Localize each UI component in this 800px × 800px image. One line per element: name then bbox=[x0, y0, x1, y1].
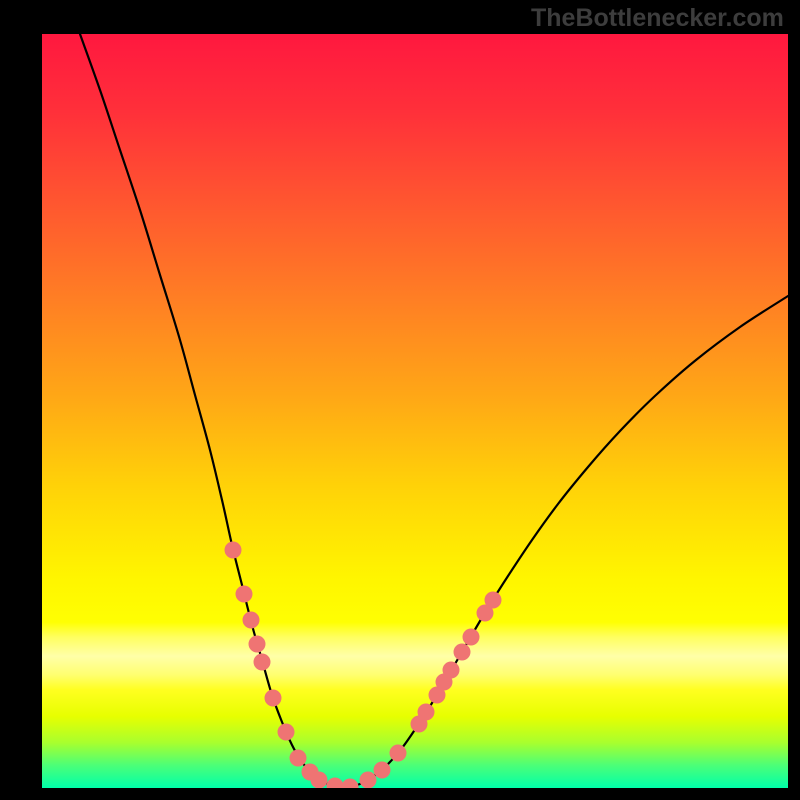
data-marker bbox=[311, 772, 328, 789]
data-marker bbox=[485, 592, 502, 609]
outer-frame: TheBottlenecker.com bbox=[0, 0, 800, 800]
data-marker bbox=[278, 724, 295, 741]
data-marker bbox=[327, 778, 344, 795]
watermark-text: TheBottlenecker.com bbox=[531, 4, 784, 33]
data-marker bbox=[236, 586, 253, 603]
data-marker bbox=[265, 690, 282, 707]
data-marker bbox=[360, 772, 377, 789]
data-marker bbox=[225, 542, 242, 559]
data-marker bbox=[342, 779, 359, 796]
data-marker bbox=[390, 745, 407, 762]
bottleneck-curve bbox=[80, 34, 788, 787]
data-marker bbox=[443, 662, 460, 679]
data-marker bbox=[290, 750, 307, 767]
data-marker bbox=[418, 704, 435, 721]
data-marker bbox=[254, 654, 271, 671]
chart-svg bbox=[0, 0, 800, 800]
data-marker bbox=[249, 636, 266, 653]
data-marker bbox=[463, 629, 480, 646]
data-marker bbox=[374, 762, 391, 779]
data-marker bbox=[243, 612, 260, 629]
data-marker bbox=[454, 644, 471, 661]
